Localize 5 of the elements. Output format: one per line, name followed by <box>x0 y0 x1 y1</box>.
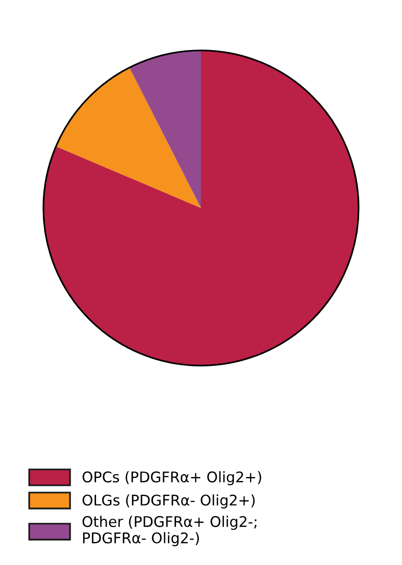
pie-slice <box>56 68 201 208</box>
legend-label: OPCs (PDGFRα+ Olig2+) <box>82 471 262 486</box>
legend-label: Other (PDGFRα+ Olig2-; PDGFRα- Olig2-) <box>82 516 256 546</box>
pie-slice <box>129 50 201 208</box>
legend-label: OLGs (PDGFRα- Olig2+) <box>82 494 255 508</box>
